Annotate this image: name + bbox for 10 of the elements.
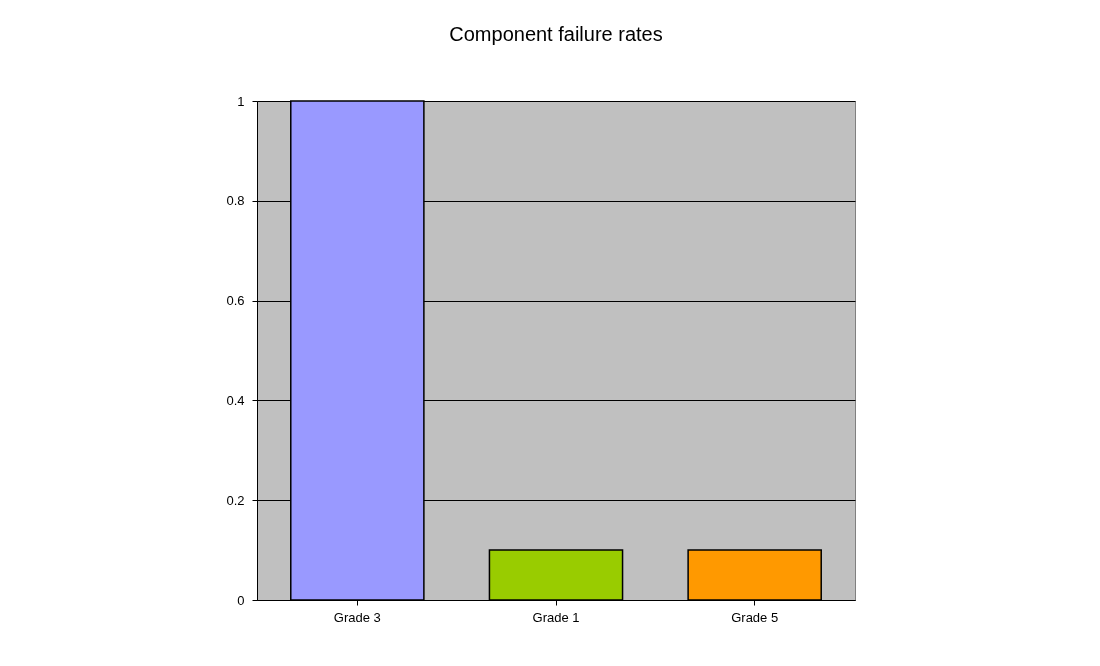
y-tick-label: 0.2: [226, 492, 245, 508]
chart-title: Component failure rates: [449, 23, 663, 45]
y-tick-label: 0.8: [226, 193, 245, 209]
x-tick-label: Grade 3: [333, 609, 381, 625]
y-tick-label: 0.4: [226, 392, 245, 408]
y-tick-label: 0: [237, 592, 245, 608]
y-tick-label: 1: [237, 93, 245, 109]
x-tick-label: Grade 1: [532, 609, 580, 625]
y-tick-label: 0.6: [226, 293, 245, 309]
x-tick-label: Grade 5: [731, 609, 779, 625]
